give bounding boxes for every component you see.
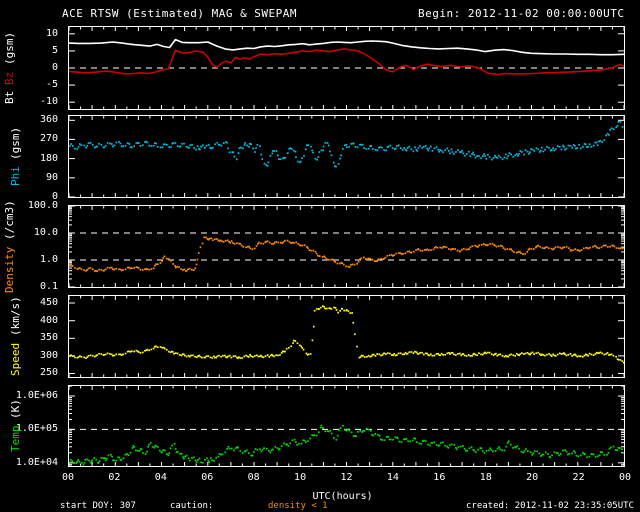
y-axis-title-panel-4: Speed (km/s) (9, 296, 22, 377)
y-tick-label: 300 (39, 349, 58, 361)
plot-panel-5 (68, 385, 625, 467)
footer-start-doy: start DOY: 307 (60, 501, 136, 511)
y-tick-label: 360 (39, 114, 58, 126)
begin-time-label: Begin: 2012-11-02 00:00:00UTC (418, 7, 625, 20)
y-tick-label: 1.0E+04 (15, 456, 58, 468)
y-axis-ticks-panel-3: 100.0 10.0 1.0 0.1 (0, 201, 62, 292)
x-tick-label: 06 (201, 472, 214, 483)
plot-panel-4 (68, 295, 625, 378)
x-tick-label: 18 (479, 472, 492, 483)
y-tick-label: 350 (39, 332, 58, 344)
y-tick-label: 0.1 (39, 281, 58, 292)
x-tick-label: 08 (247, 472, 260, 483)
y-tick-label: 1.0 (39, 254, 58, 265)
x-axis-label: UTC(hours) (312, 491, 373, 502)
x-tick-label: 22 (572, 472, 585, 483)
y-axis-title-panel-1: Bt Bz (gsm) (3, 31, 16, 105)
footer-caution-value: density < 1 (268, 501, 328, 511)
y-tick-label: 10.0 (33, 227, 58, 238)
y-tick-label: 10 (45, 27, 58, 39)
y-tick-label: 5 (51, 44, 58, 56)
page-title: ACE RTSW (Estimated) MAG & SWEPAM (62, 7, 298, 20)
y-axis-ticks-panel-5: 1.0E+06 1.0E+05 1.0E+04 (0, 385, 62, 468)
footer-created: created: 2012-11-02 23:35:05UTC (466, 501, 634, 511)
y-axis-ticks-panel-1: 10 5 0 -5 -10 (0, 26, 62, 110)
y-tick-label: -10 (39, 96, 58, 108)
plot-panel-2 (68, 115, 625, 198)
y-tick-label: 180 (39, 152, 58, 164)
x-tick-label: 12 (340, 472, 353, 483)
y-tick-label: 450 (39, 297, 58, 309)
x-tick-label: 04 (154, 472, 167, 483)
y-axis-ticks-panel-4: 450 400 350 300 250 (0, 295, 62, 378)
y-tick-label: 1.0E+05 (15, 423, 58, 435)
y-axis-title-panel-5: Temp (K) (9, 399, 22, 453)
footer-caution-label: caution: (170, 501, 214, 511)
y-tick-label: 400 (39, 314, 58, 326)
x-tick-label: 14 (386, 472, 399, 483)
plot-panel-3 (68, 205, 625, 288)
y-tick-label: 1.0E+06 (15, 390, 58, 402)
x-tick-label: 20 (526, 472, 539, 483)
x-tick-label: 02 (108, 472, 121, 483)
y-tick-label: 90 (45, 171, 58, 183)
x-tick-label: 00 (618, 472, 632, 483)
y-tick-label: 270 (39, 133, 58, 145)
plot-panel-1 (68, 26, 625, 110)
y-tick-label: 0 (51, 191, 58, 202)
x-tick-label: 00 (61, 472, 75, 483)
y-tick-label: -5 (45, 79, 58, 91)
x-tick-label: 10 (294, 472, 307, 483)
y-axis-ticks-panel-2: 360 270 180 90 0 (0, 114, 62, 202)
x-tick-label: 16 (433, 472, 446, 483)
y-axis-title-panel-2: Phi (gsm) (9, 126, 22, 187)
y-tick-label: 100.0 (27, 200, 58, 211)
y-axis-title-panel-3: Density (/cm3) (3, 200, 16, 293)
y-tick-label: 0 (51, 62, 58, 73)
y-tick-label: 250 (39, 367, 58, 379)
